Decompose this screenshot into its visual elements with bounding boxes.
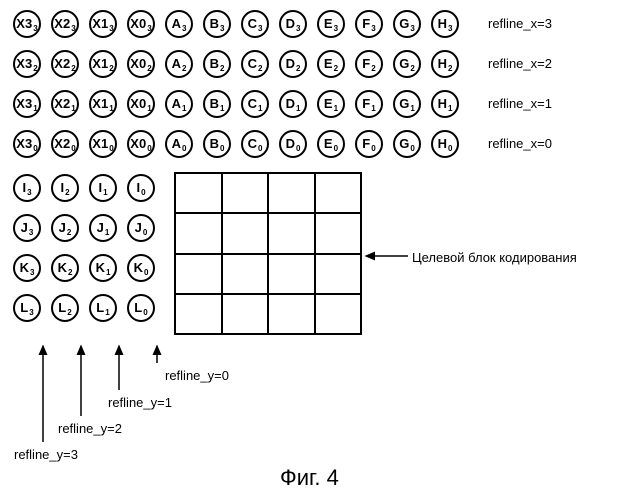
refline-y-label-1: refline_y=1	[108, 395, 172, 410]
refline-y-label-2: refline_y=2	[58, 421, 122, 436]
pixel-node-L3: L3	[13, 294, 41, 322]
pixel-node-A0: A0	[165, 130, 193, 158]
pixel-node-C3: C3	[241, 10, 269, 38]
pixel-node-X10: X10	[89, 130, 117, 158]
pixel-node-L2: L2	[51, 294, 79, 322]
pixel-node-I3: I3	[13, 174, 41, 202]
pixel-node-F1: F1	[355, 90, 383, 118]
pixel-node-K0: K0	[127, 254, 155, 282]
pixel-node-J3: J3	[13, 214, 41, 242]
pixel-node-I1: I1	[89, 174, 117, 202]
pixel-node-X30: X30	[13, 130, 41, 158]
pixel-node-X22: X22	[51, 50, 79, 78]
pixel-node-X23: X23	[51, 10, 79, 38]
refline-y-label-0: refline_y=0	[165, 368, 229, 383]
pixel-node-H3: H3	[431, 10, 459, 38]
pixel-node-B1: B1	[203, 90, 231, 118]
pixel-node-X01: X01	[127, 90, 155, 118]
refline-y-label-3: refline_y=3	[14, 447, 78, 462]
pixel-node-I0: I0	[127, 174, 155, 202]
pixel-node-H2: H2	[431, 50, 459, 78]
pixel-node-J0: J0	[127, 214, 155, 242]
pixel-node-K1: K1	[89, 254, 117, 282]
pixel-node-F0: F0	[355, 130, 383, 158]
pixel-node-A1: A1	[165, 90, 193, 118]
pixel-node-D0: D0	[279, 130, 307, 158]
pixel-node-A2: A2	[165, 50, 193, 78]
pixel-node-K2: K2	[51, 254, 79, 282]
pixel-node-B0: B0	[203, 130, 231, 158]
pixel-node-E0: E0	[317, 130, 345, 158]
pixel-node-B3: B3	[203, 10, 231, 38]
pixel-node-X31: X31	[13, 90, 41, 118]
pixel-node-D2: D2	[279, 50, 307, 78]
pixel-node-X21: X21	[51, 90, 79, 118]
figure-caption: Фиг. 4	[280, 465, 339, 491]
pixel-node-C0: C0	[241, 130, 269, 158]
pixel-node-B2: B2	[203, 50, 231, 78]
pixel-node-E1: E1	[317, 90, 345, 118]
pixel-node-X12: X12	[89, 50, 117, 78]
pixel-node-G2: G2	[393, 50, 421, 78]
pixel-node-X13: X13	[89, 10, 117, 38]
refline-x-label-2: refline_x=1	[488, 96, 552, 111]
pixel-node-H1: H1	[431, 90, 459, 118]
pixel-node-L1: L1	[89, 294, 117, 322]
pixel-node-H0: H0	[431, 130, 459, 158]
pixel-node-X32: X32	[13, 50, 41, 78]
pixel-node-D1: D1	[279, 90, 307, 118]
pixel-node-C1: C1	[241, 90, 269, 118]
pixel-node-X00: X00	[127, 130, 155, 158]
pixel-node-I2: I2	[51, 174, 79, 202]
pixel-node-D3: D3	[279, 10, 307, 38]
pixel-node-F2: F2	[355, 50, 383, 78]
target-block-label: Целевой блок кодирования	[412, 250, 577, 265]
pixel-node-C2: C2	[241, 50, 269, 78]
pixel-node-J2: J2	[51, 214, 79, 242]
pixel-node-X02: X02	[127, 50, 155, 78]
pixel-node-K3: K3	[13, 254, 41, 282]
pixel-node-G0: G0	[393, 130, 421, 158]
pixel-node-J1: J1	[89, 214, 117, 242]
pixel-node-E3: E3	[317, 10, 345, 38]
pixel-node-E2: E2	[317, 50, 345, 78]
pixel-node-X20: X20	[51, 130, 79, 158]
pixel-node-G1: G1	[393, 90, 421, 118]
pixel-node-L0: L0	[127, 294, 155, 322]
pixel-node-G3: G3	[393, 10, 421, 38]
pixel-node-X11: X11	[89, 90, 117, 118]
pixel-node-F3: F3	[355, 10, 383, 38]
refline-x-label-0: refline_x=3	[488, 16, 552, 31]
refline-x-label-3: refline_x=0	[488, 136, 552, 151]
pixel-node-A3: A3	[165, 10, 193, 38]
pixel-node-X33: X33	[13, 10, 41, 38]
pixel-node-X03: X03	[127, 10, 155, 38]
refline-x-label-1: refline_x=2	[488, 56, 552, 71]
target-coding-block	[174, 172, 362, 335]
figure-4: X33 X23 X13 X03 A3 B3 C3 D3 E3 F3 G3 H3 refline_x=3 X…	[0, 0, 617, 500]
